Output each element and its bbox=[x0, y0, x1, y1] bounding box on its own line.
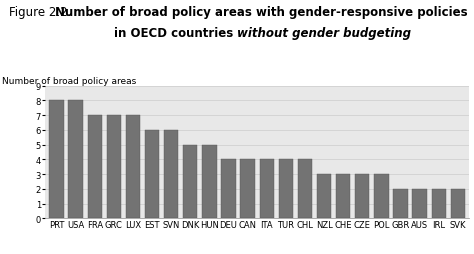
Bar bbox=[88, 116, 102, 218]
Text: Number of broad policy areas: Number of broad policy areas bbox=[2, 76, 137, 85]
Bar bbox=[145, 130, 159, 218]
Text: Figure 2.2.: Figure 2.2. bbox=[9, 6, 79, 19]
Bar bbox=[240, 160, 255, 218]
Bar bbox=[355, 174, 369, 218]
Text: in OECD countries: in OECD countries bbox=[114, 27, 237, 40]
Text: Number of broad policy areas with gender-responsive policies: Number of broad policy areas with gender… bbox=[55, 6, 467, 19]
Bar bbox=[451, 189, 465, 218]
Bar bbox=[393, 189, 408, 218]
Bar bbox=[126, 116, 140, 218]
Bar bbox=[260, 160, 274, 218]
Bar bbox=[279, 160, 293, 218]
Bar bbox=[336, 174, 350, 218]
Bar bbox=[412, 189, 427, 218]
Bar bbox=[298, 160, 312, 218]
Text: without gender budgeting: without gender budgeting bbox=[237, 27, 411, 40]
Bar bbox=[431, 189, 446, 218]
Bar bbox=[202, 145, 217, 218]
Bar bbox=[107, 116, 121, 218]
Bar bbox=[49, 101, 64, 218]
Bar bbox=[317, 174, 331, 218]
Bar bbox=[68, 101, 83, 218]
Bar bbox=[221, 160, 236, 218]
Bar bbox=[374, 174, 389, 218]
Bar bbox=[164, 130, 178, 218]
Bar bbox=[183, 145, 198, 218]
